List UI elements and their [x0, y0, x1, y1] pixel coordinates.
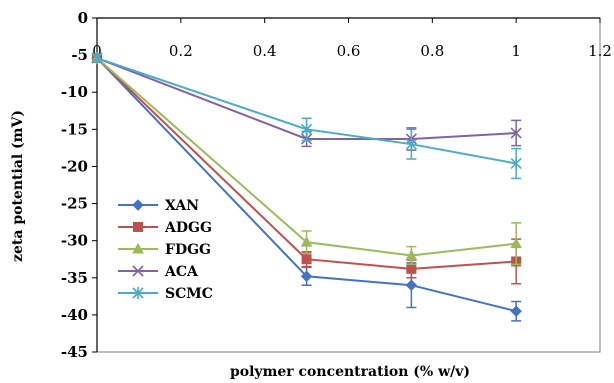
data-point-scmc — [510, 157, 522, 170]
data-point-scmc — [91, 52, 103, 65]
y-tick-label: -45 — [61, 343, 88, 361]
legend-marker-fdgg — [132, 242, 144, 254]
y-tick-label: -35 — [61, 269, 88, 287]
legend-marker-xan — [132, 199, 144, 211]
x-tick-label: 0.4 — [253, 42, 277, 60]
data-point-aca — [510, 127, 522, 139]
data-point-fdgg — [300, 236, 313, 247]
legend-label-fdgg: FDGG — [165, 242, 211, 258]
series-line-aca — [96, 57, 517, 140]
x-tick-label: 1 — [511, 42, 521, 60]
data-point-fdgg — [405, 249, 418, 261]
series-line-scmc — [96, 57, 517, 165]
legend-label-scmc: SCMC — [165, 286, 213, 302]
y-tick-label: 0 — [78, 9, 88, 27]
y-tick-label: -30 — [61, 232, 88, 250]
x-tick-label: 0.2 — [169, 42, 193, 60]
series-line-adgg — [96, 57, 517, 270]
legend-marker-adgg — [133, 222, 143, 232]
x-tick-label: 0.6 — [337, 42, 361, 60]
x-axis-title: polymer concentration (% w/v) — [230, 364, 470, 380]
y-tick-label: -5 — [71, 46, 88, 64]
legend-marker-scmc — [132, 287, 144, 299]
series-line-fdgg — [96, 57, 517, 257]
data-point-scmc — [301, 123, 313, 136]
y-tick-label: -40 — [61, 306, 88, 324]
y-axis-title: zeta potential (mV) — [10, 110, 26, 262]
data-point-fdgg — [510, 237, 523, 249]
x-tick-label: 0 — [92, 42, 102, 60]
data-point-adgg — [406, 263, 417, 274]
legend-marker-aca — [132, 265, 144, 277]
data-point-xan — [300, 270, 313, 283]
data-point-xan — [405, 279, 418, 291]
data-point-adgg — [301, 254, 312, 265]
data-point-xan — [510, 305, 522, 317]
x-tick-label: 1.2 — [588, 42, 612, 60]
legend-label-aca: ACA — [164, 264, 199, 280]
x-tick-label: 0.8 — [420, 42, 444, 60]
data-point-scmc — [405, 138, 417, 151]
y-tick-label: -15 — [61, 120, 88, 138]
y-tick-label: -25 — [61, 195, 88, 213]
y-tick-label: -20 — [61, 157, 88, 175]
series-line-xan — [96, 57, 517, 313]
legend-label-adgg: ADGG — [164, 220, 212, 236]
y-tick-label: -10 — [61, 83, 88, 101]
legend-label-xan: XAN — [165, 198, 199, 214]
